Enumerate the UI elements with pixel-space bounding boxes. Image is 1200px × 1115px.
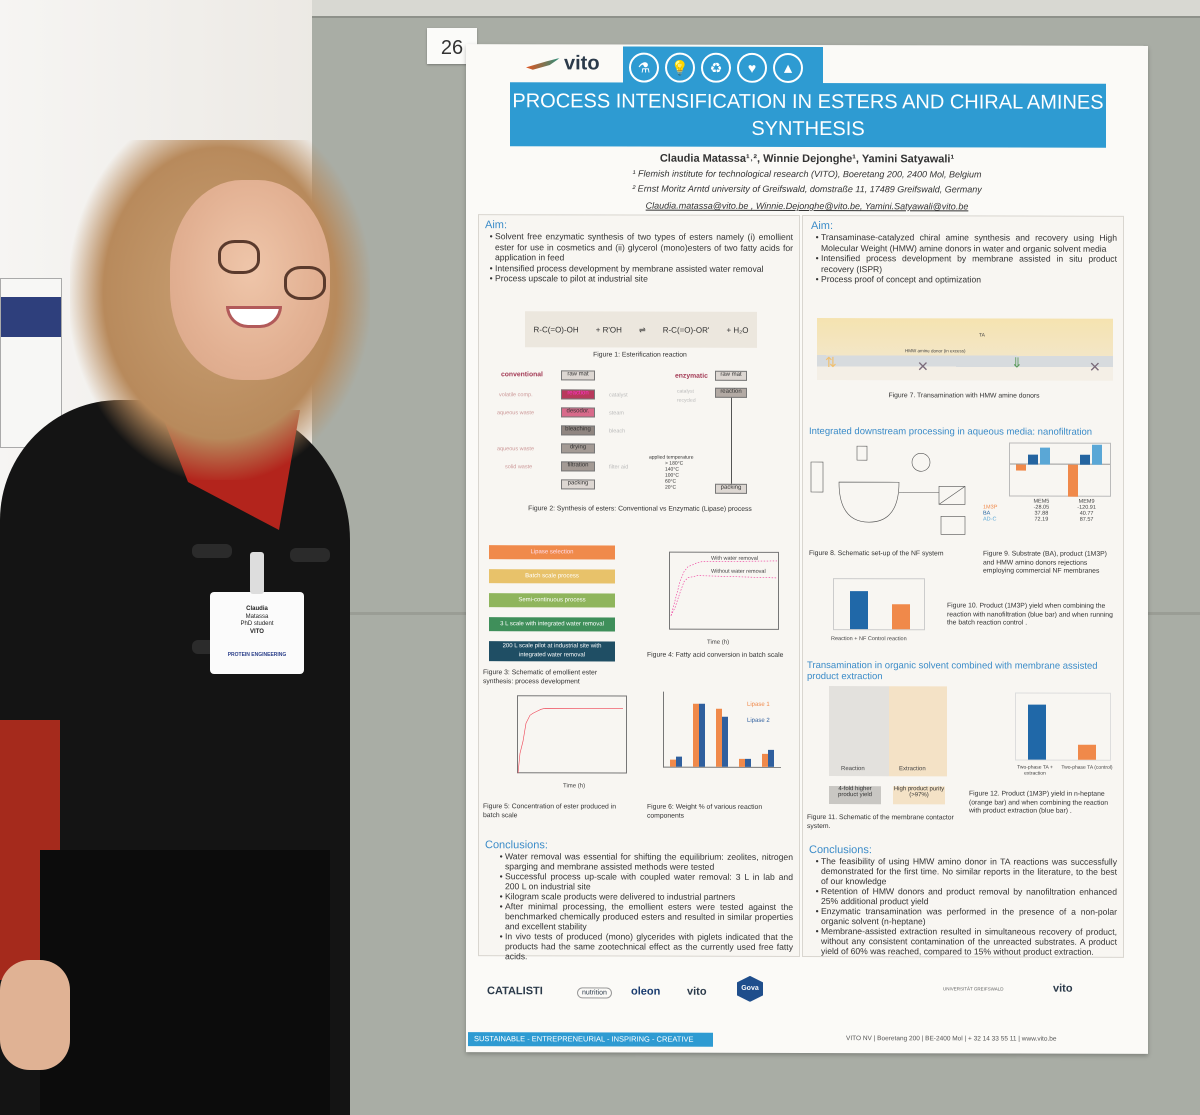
figure-7-caption: Figure 7. Transamination with HMW amine … xyxy=(888,392,1040,400)
poster-title: PROCESS INTENSIFICATION IN ESTERS AND CH… xyxy=(510,82,1106,148)
figure-9-rejection-chart: MEM5 MEM9 1M3P -28.05 -120.91 BA 37.88 40.77 … xyxy=(803,216,1123,575)
equilibrium-arrows-icon: ⇌ xyxy=(638,325,646,335)
esterification-reaction: R-C(=O)-OH + R'OH ⇌ R-C(=O)-OR' + H₂O xyxy=(525,311,757,348)
temperature-legend: > 180°C 140°C 100°C 60°C 20°C xyxy=(665,460,684,491)
sponsor-vito: vito xyxy=(687,985,707,998)
figure-1-caption: Figure 1: Esterification reaction xyxy=(593,351,687,359)
figure-10-bar-chart: Reaction + NF Control reaction Figure 10… xyxy=(803,216,1123,642)
lightbulb-icon: 💡 xyxy=(665,52,695,83)
sponsor-nutrition: nutrition xyxy=(577,987,612,999)
heart-hand-icon: ♥ xyxy=(737,52,767,83)
affiliation-2: ² Ernst Moritz Arntd university of Greif… xyxy=(632,183,982,195)
face xyxy=(170,180,330,380)
figure-2-process-diagram: conventional raw mat reaction desodor. b… xyxy=(497,370,752,513)
flask-icon: ⚗ xyxy=(629,52,659,83)
conclusions-list: The feasibility of using HMW amino donor… xyxy=(809,856,1117,957)
badge-clip xyxy=(250,552,264,594)
esters-column: Aim: Solvent free enzymatic synthesis of… xyxy=(478,214,800,957)
conversion-curves xyxy=(670,560,778,616)
authors: Claudia Matassa¹˒², Winnie Dejonghe¹, Ya… xyxy=(659,152,955,166)
section-extraction: Transamination in organic solvent combin… xyxy=(807,660,1098,683)
vito-logo: vito xyxy=(526,52,600,75)
name-badge: Claudia Matassa PhD student VITO PROTEIN… xyxy=(210,552,304,674)
tagline-band: SUSTAINABLE - ENTREPRENEURIAL - INSPIRIN… xyxy=(468,1032,713,1047)
research-poster: vito ⚗ 💡 ♻ ♥ ▲ PROCESS INTENSIFICATION I… xyxy=(466,44,1148,1054)
aim-list: Transaminase-catalyzed chiral amine synt… xyxy=(809,232,1117,285)
section-nanofiltration: Integrated downstream processing in aque… xyxy=(809,426,1093,438)
sponsor-catalisti: CATALISTI xyxy=(487,985,543,998)
blocked-cross-icon: ✕ xyxy=(917,358,929,375)
figure-12-bar-chart: Two-phase TA + extraction Two-phase TA (… xyxy=(803,216,1123,815)
vito-logo-small: vito xyxy=(1053,982,1073,995)
neighbor-poster xyxy=(0,278,62,448)
figure-11-membrane-contactor: Reaction Extraction 4-fold higher produc… xyxy=(803,216,1123,830)
aim-heading: Aim: xyxy=(485,219,507,232)
conclusions-heading: Conclusions: xyxy=(485,839,548,852)
bidirectional-arrow-icon: ⇅ xyxy=(825,354,837,371)
sponsor-gova: Gova xyxy=(737,976,763,1002)
down-arrow-icon: ⇓ xyxy=(1011,354,1023,371)
figure-8-nf-setup: Figure 8. Schematic set-up of the NF sys… xyxy=(803,216,1123,557)
figure-4-line-chart: With water removal Without water removal… xyxy=(479,215,799,659)
toggle-button xyxy=(192,544,232,558)
conclusions-heading: Conclusions: xyxy=(809,844,872,857)
recycle-icon: ♻ xyxy=(701,52,731,83)
footer-address: VITO NV | Boeretang 200 | BE-2400 Mol | … xyxy=(846,1035,1057,1043)
glasses-icon xyxy=(218,240,260,274)
landscape-icon: ▲ xyxy=(773,52,803,83)
conclusions-list: Water removal was essential for shifting… xyxy=(493,851,793,962)
rejection-table: MEM5 MEM9 1M3P -28.05 -120.91 BA 37.88 40.77 … xyxy=(983,498,1096,523)
toggle-button xyxy=(290,548,330,562)
affiliation-1: ¹ Flemish institute for technological re… xyxy=(632,168,982,180)
figure-6-bar-chart: Lipase 1 Lipase 2 Figure 6: Weight % of … xyxy=(479,215,799,819)
figure-7-transamination: HMW amine donor (in excess) TA ✕ ✕ ⇅ ⇓ xyxy=(817,318,1113,381)
black-trousers xyxy=(40,850,330,1115)
amines-column: Aim: Transaminase-catalyzed chiral amine… xyxy=(802,214,1124,995)
hand xyxy=(0,960,70,1070)
aim-list: Solvent free enzymatic synthesis of two … xyxy=(483,231,793,284)
glasses-icon xyxy=(284,266,326,300)
sponsor-oleon: oleon xyxy=(631,985,661,998)
board-frame xyxy=(312,0,1200,18)
figure-5-line-chart: Time (h) Figure 5: Concentration of este… xyxy=(479,215,799,819)
figure-3-process-steps: Lipase selection Batch scale process Sem… xyxy=(479,215,799,685)
bird-logo-icon xyxy=(526,58,560,70)
greifswald-logo: UNIVERSITÄT GREIFSWALD xyxy=(943,986,1004,992)
blocked-cross-icon: ✕ xyxy=(1089,358,1101,375)
aim-heading: Aim: xyxy=(811,220,833,233)
protein-engineering-logo: PROTEIN ENGINEERING xyxy=(227,652,287,658)
emails: Claudia.matassa@vito.be , Winnie.Dejongh… xyxy=(645,200,969,212)
